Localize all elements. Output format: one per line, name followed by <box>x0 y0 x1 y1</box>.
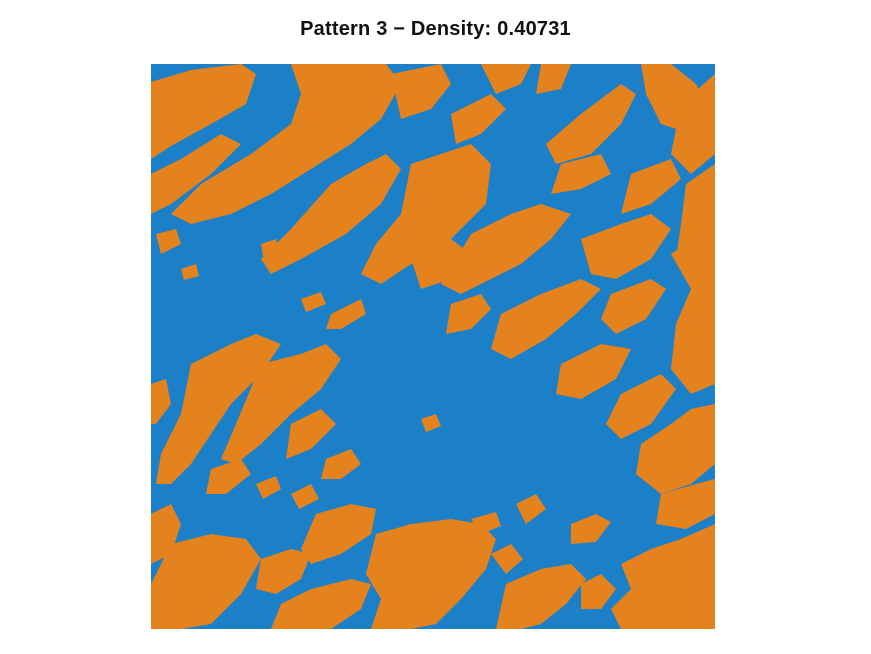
pattern-svg <box>151 64 715 629</box>
orange-phase <box>151 64 715 629</box>
pattern-image <box>151 64 715 629</box>
figure-title: Pattern 3 − Density: 0.40731 <box>300 18 571 40</box>
